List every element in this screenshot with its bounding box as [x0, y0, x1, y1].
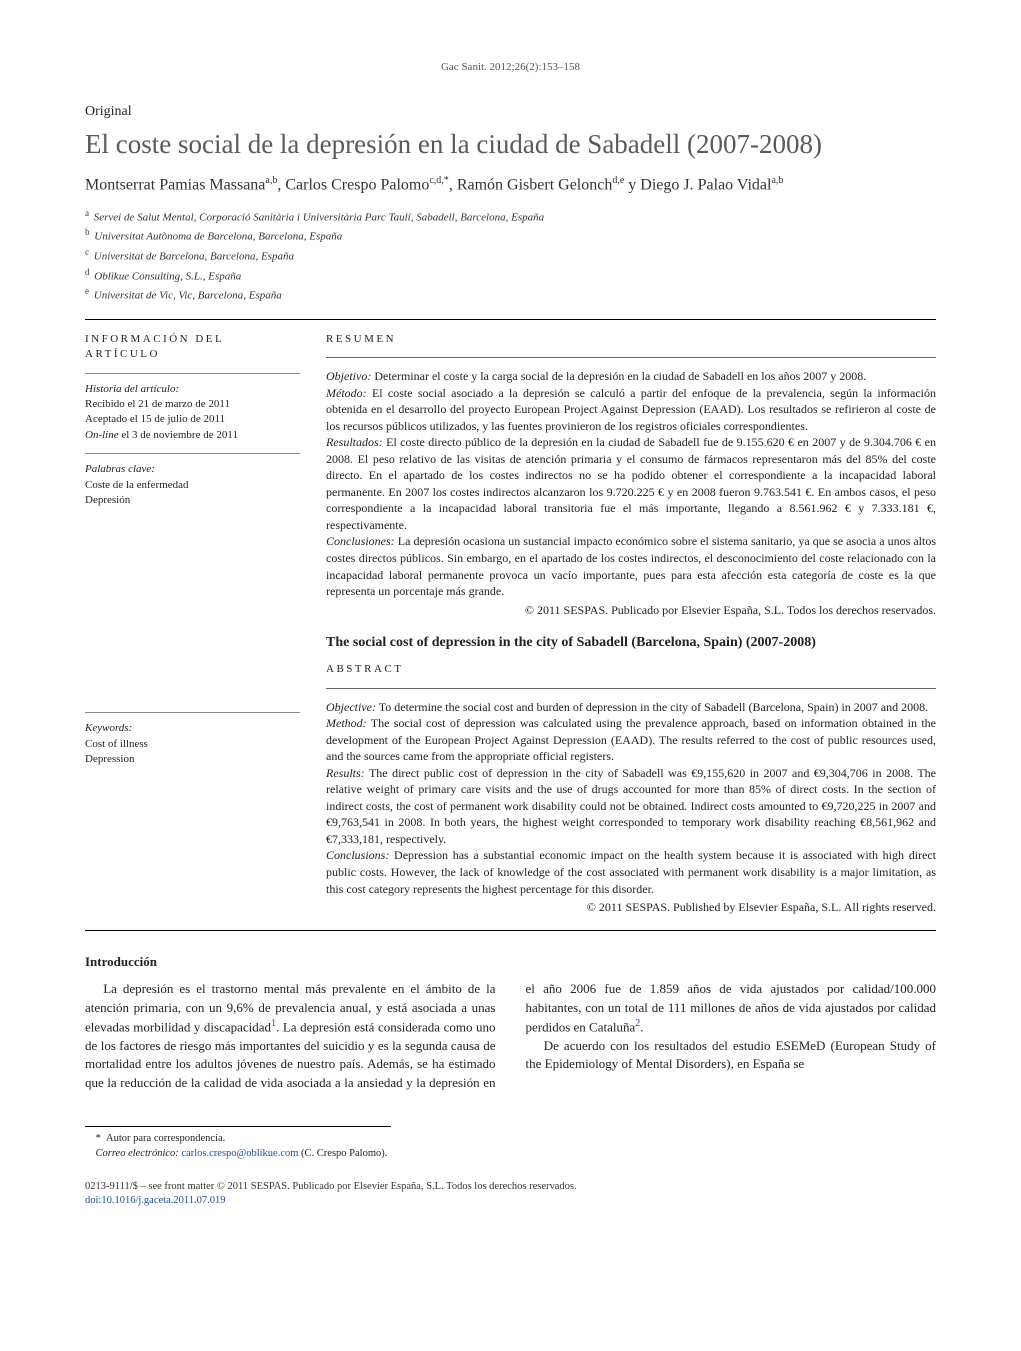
resumen-heading: resumen — [326, 332, 936, 347]
affiliation-line: a Servei de Salut Mental, Corporació San… — [85, 207, 936, 227]
history-line: Recibido el 21 de marzo de 2011 — [85, 397, 300, 412]
authors-line: Montserrat Pamias Massanaa,b, Carlos Cre… — [85, 174, 936, 197]
correspondence-footnote: * Autor para correspondencia. Correo ele… — [85, 1126, 391, 1161]
label-objetivo: Objetivo: — [326, 369, 371, 383]
label-resultados: Resultados: — [326, 435, 383, 449]
affiliations: a Servei de Salut Mental, Corporació San… — [85, 207, 936, 305]
label-metodo: Método: — [326, 386, 367, 400]
correspondence-author: (C. Crespo Palomo). — [301, 1148, 387, 1159]
ref-link[interactable]: 2 — [635, 1018, 640, 1029]
correspondence-email[interactable]: carlos.crespo@oblikue.com — [181, 1148, 298, 1159]
correspondence-mark: * — [96, 1133, 101, 1144]
correspondence-text: Autor para correspondencia. — [106, 1133, 225, 1144]
affiliation-line: c Universitat de Barcelona, Barcelona, E… — [85, 246, 936, 266]
english-title: The social cost of depression in the cit… — [326, 634, 936, 652]
keywords-en-column: Keywords: Cost of illnessDepression — [85, 662, 300, 915]
article-info-column: información del artículo Historia del ar… — [85, 332, 300, 657]
history-line: On-line el 3 de noviembre de 2011 — [85, 428, 300, 443]
label-method: Method: — [326, 716, 367, 730]
article-type: Original — [85, 103, 936, 122]
history-line: Aceptado el 15 de julio de 2011 — [85, 412, 300, 427]
resumen-metodo: El coste social asociado a la depresión … — [326, 386, 936, 433]
resumen-column: resumen Objetivo: Determinar el coste y … — [326, 332, 936, 657]
label-results: Results: — [326, 766, 365, 780]
label-objective: Objective: — [326, 700, 376, 714]
article-title: El coste social de la depresión en la ci… — [85, 128, 936, 160]
keyword-en: Cost of illness — [85, 737, 300, 752]
abstract-objective: To determine the social cost and burden … — [379, 700, 928, 714]
keyword-en: Depression — [85, 752, 300, 767]
abstract-heading: abstract — [326, 662, 936, 677]
email-label: Correo electrónico: — [96, 1148, 179, 1159]
page-footer: 0213-9111/$ – see front matter © 2011 SE… — [85, 1180, 936, 1208]
footer-copyright: 0213-9111/$ – see front matter © 2011 SE… — [85, 1180, 936, 1194]
resumen-block: información del artículo Historia del ar… — [85, 319, 936, 663]
affiliation-line: d Oblikue Consulting, S.L., España — [85, 266, 936, 286]
label-conclusions: Conclusions: — [326, 848, 389, 862]
keyword-es: Coste de la enfermedad — [85, 478, 300, 493]
affiliation-line: b Universitat Autònoma de Barcelona, Bar… — [85, 226, 936, 246]
article-info-heading: información del artículo — [85, 332, 300, 363]
abstract-results: The direct public cost of depression in … — [326, 766, 936, 846]
keywords-en-heading: Keywords: — [85, 721, 300, 736]
resumen-copyright: © 2011 SESPAS. Publicado por Elsevier Es… — [326, 602, 936, 619]
abstract-conclusions: Depression has a substantial economic im… — [326, 848, 936, 895]
introduction-body: La depresión es el trastorno mental más … — [85, 980, 936, 1092]
keywords-es-heading: Palabras clave: — [85, 462, 300, 477]
resumen-resultados: El coste directo público de la depresión… — [326, 435, 936, 532]
abstract-copyright: © 2011 SESPAS. Published by Elsevier Esp… — [326, 899, 936, 916]
ref-link[interactable]: 1 — [271, 1018, 276, 1029]
resumen-objetivo: Determinar el coste y la carga social de… — [374, 369, 866, 383]
abstract-block: Keywords: Cost of illnessDepression abst… — [85, 662, 936, 930]
keyword-es: Depresión — [85, 493, 300, 508]
label-conclusiones: Conclusiones: — [326, 534, 395, 548]
abstract-method: The social cost of depression was calcul… — [326, 716, 936, 763]
affiliation-line: e Universitat de Vic, Vic, Barcelona, Es… — [85, 285, 936, 305]
footer-doi[interactable]: doi:10.1016/j.gaceta.2011.07.019 — [85, 1195, 225, 1206]
abstract-column: abstract Objective: To determine the soc… — [326, 662, 936, 915]
intro-paragraph: De acuerdo con los resultados del estudi… — [526, 1037, 937, 1074]
introduction-heading: Introducción — [85, 953, 936, 971]
resumen-conclusiones: La depresión ocasiona un sustancial impa… — [326, 534, 936, 598]
journal-reference: Gac Sanit. 2012;26(2):153–158 — [85, 60, 936, 75]
history-heading: Historia del artículo: — [85, 382, 300, 397]
